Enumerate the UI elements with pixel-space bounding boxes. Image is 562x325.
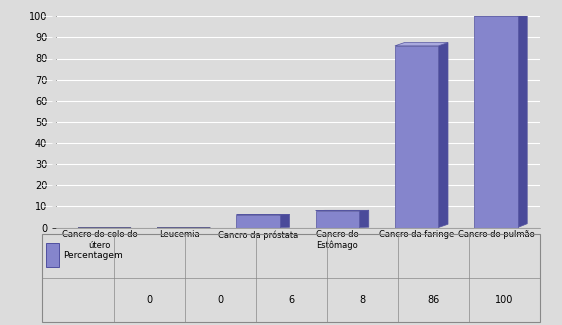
Text: 0: 0 [147,295,153,305]
Bar [316,211,359,227]
Polygon shape [438,43,448,228]
Polygon shape [474,12,527,16]
Text: 86: 86 [427,295,439,305]
Polygon shape [280,214,289,227]
Polygon shape [395,43,448,46]
Text: 8: 8 [359,295,365,305]
Text: 6: 6 [288,295,294,305]
Text: Percentagem: Percentagem [64,252,123,260]
Bar [395,46,438,227]
Polygon shape [518,12,527,227]
Polygon shape [359,210,369,228]
Bar [237,215,280,228]
Text: 100: 100 [495,295,513,305]
Text: 0: 0 [217,295,224,305]
Bar [46,243,58,267]
Bar [474,16,518,227]
